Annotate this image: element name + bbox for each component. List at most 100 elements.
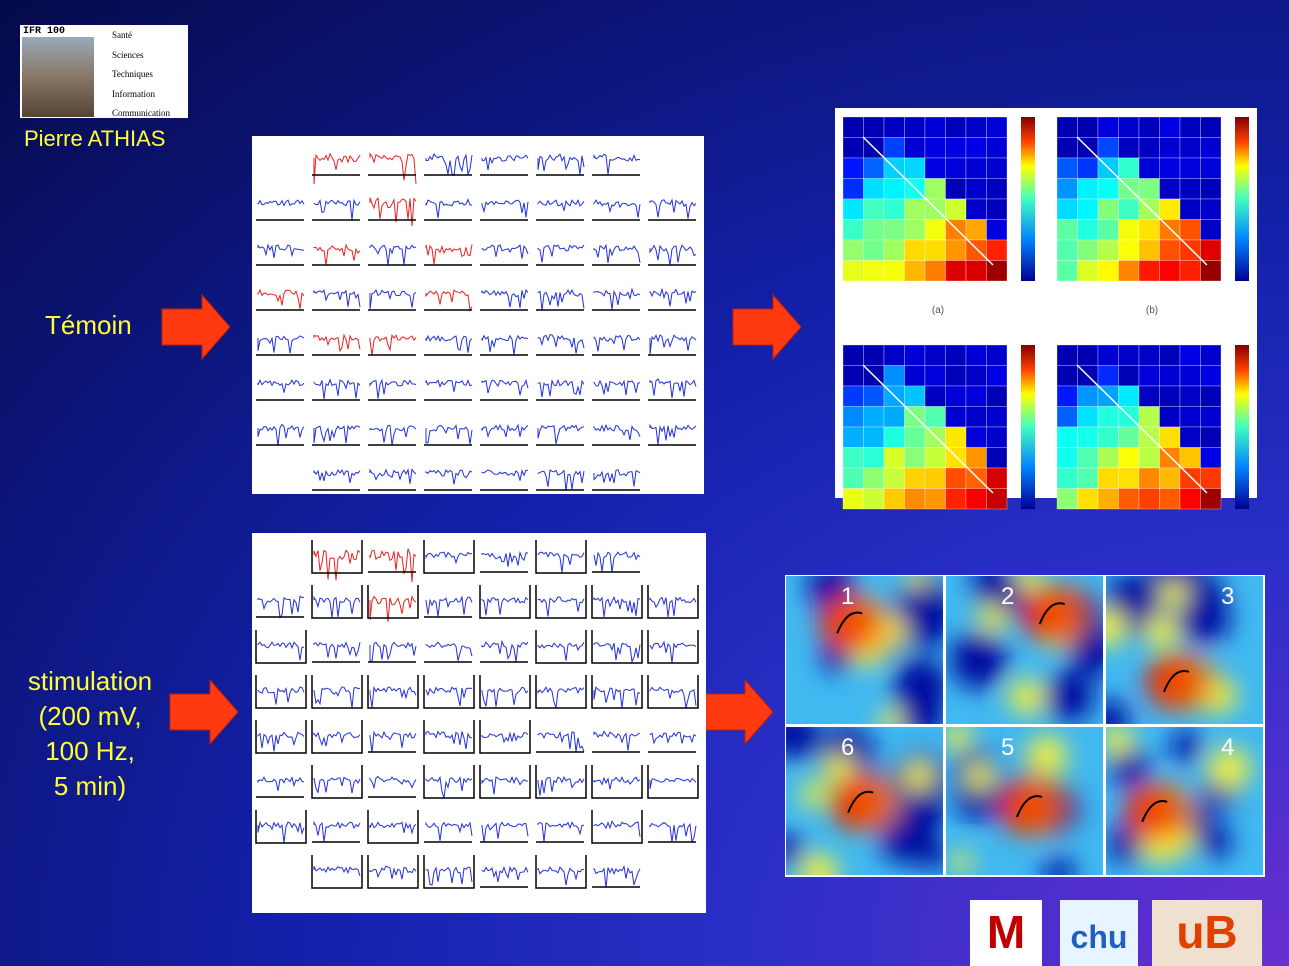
trace <box>313 776 361 794</box>
trace <box>369 152 417 185</box>
matrix-cell <box>945 344 967 366</box>
blob <box>1043 857 1075 875</box>
blob <box>878 709 903 724</box>
trace <box>481 199 529 218</box>
matrix-cell <box>1200 344 1222 366</box>
frame <box>535 630 587 664</box>
frame <box>311 765 363 799</box>
matrix-cell <box>1097 365 1119 387</box>
matrix-cell <box>924 157 946 179</box>
trace <box>593 423 641 440</box>
matrix-cell <box>904 467 926 489</box>
trace <box>593 730 641 751</box>
frame <box>367 810 419 844</box>
colorbar <box>1021 345 1035 509</box>
frame <box>311 720 363 754</box>
matrix-cell <box>863 239 885 261</box>
trace <box>425 379 473 392</box>
matrix-cell <box>1179 426 1201 448</box>
label-line: (200 mV, <box>38 701 142 731</box>
trace <box>481 550 529 567</box>
matrix-cell <box>842 447 864 469</box>
trace <box>313 865 361 877</box>
matrix-cell <box>842 406 864 428</box>
matrix-cell <box>945 198 967 220</box>
matrix-cell <box>965 157 987 179</box>
matrix-cell <box>986 178 1008 200</box>
matrix-cell <box>904 426 926 448</box>
matrix-cell <box>904 385 926 407</box>
matrix-cell <box>883 344 905 366</box>
matrix-cell <box>1077 198 1099 220</box>
matrix-cell <box>924 447 946 469</box>
matrix-cell <box>904 239 926 261</box>
frame <box>255 810 307 844</box>
logo-line: Information <box>112 88 155 99</box>
trace <box>593 199 641 218</box>
matrix-cell <box>1159 467 1181 489</box>
blob <box>946 727 972 751</box>
matrix-cell <box>1200 178 1222 200</box>
trace <box>425 686 473 707</box>
matrix-cell <box>883 406 905 428</box>
matrix-cell <box>1179 260 1201 282</box>
blob <box>800 781 828 809</box>
blob <box>1026 735 1068 776</box>
matrix-cell <box>1077 260 1099 282</box>
trace <box>425 775 473 799</box>
matrix-cell <box>904 137 926 159</box>
matrix-cell <box>924 219 946 241</box>
trace <box>313 820 361 842</box>
frame <box>535 675 587 709</box>
logo-box <box>1060 900 1138 966</box>
matrix-cell <box>1056 219 1078 241</box>
blob <box>1159 580 1188 609</box>
matrix-cell <box>986 426 1008 448</box>
matrix-cell <box>965 365 987 387</box>
path-arrow <box>1015 795 1043 818</box>
diagonal <box>862 364 994 494</box>
matrix-cell <box>1077 426 1099 448</box>
matrix-cell <box>883 260 905 282</box>
matrix-cell <box>863 426 885 448</box>
trace <box>649 244 697 266</box>
matrix-cell <box>986 137 1008 159</box>
warm <box>843 772 904 833</box>
trace <box>257 776 305 791</box>
trace <box>537 378 585 398</box>
matrix-cell <box>1118 344 1140 366</box>
matrix-cell <box>1077 467 1099 489</box>
matrix-cell <box>965 344 987 366</box>
blob <box>903 760 934 791</box>
trace <box>537 424 585 444</box>
matrix-cell <box>986 344 1008 366</box>
matrix-cell <box>1179 137 1201 159</box>
frame <box>535 540 587 574</box>
matrix-cell <box>1056 406 1078 428</box>
trace <box>313 731 361 747</box>
matrix-cell <box>883 198 905 220</box>
trace <box>481 154 529 171</box>
matrix-cell <box>883 219 905 241</box>
matrix-cell <box>945 365 967 387</box>
matrix-cell <box>863 488 885 510</box>
matrix-cell <box>1159 488 1181 510</box>
frame <box>647 630 699 664</box>
matrix-cell <box>1097 344 1119 366</box>
matrix-cell <box>1200 219 1222 241</box>
trace <box>649 731 697 745</box>
matrix-cell <box>1200 385 1222 407</box>
blob <box>1016 576 1043 592</box>
trace <box>257 731 305 752</box>
frame <box>311 540 363 574</box>
matrix-cell <box>1118 365 1140 387</box>
matrix-cell <box>924 365 946 387</box>
matrix-cell <box>986 406 1008 428</box>
trace <box>257 288 305 309</box>
matrix-cell <box>945 219 967 241</box>
logo-line: Communication <box>112 108 170 118</box>
trace <box>537 866 585 886</box>
trace <box>593 153 641 175</box>
trace <box>313 333 361 353</box>
matrix-cell <box>1159 344 1181 366</box>
